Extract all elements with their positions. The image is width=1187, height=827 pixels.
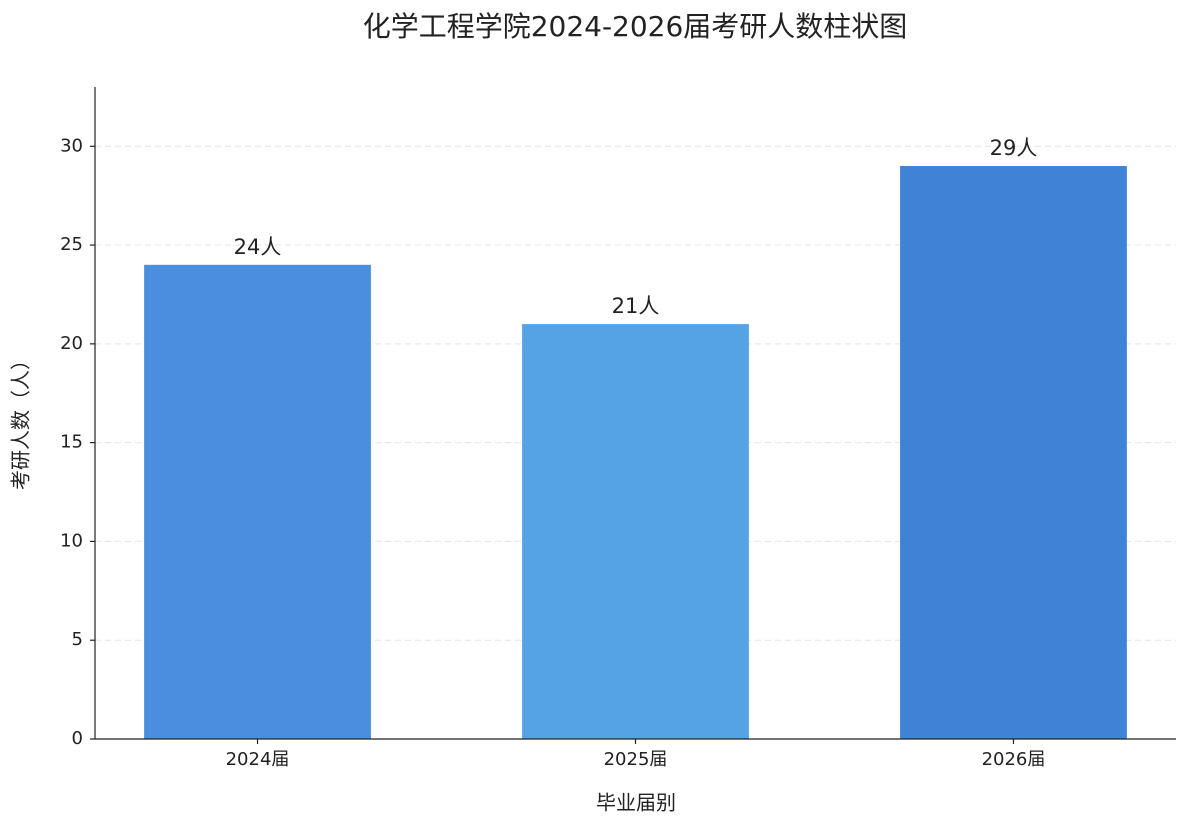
y-tick-label: 25 xyxy=(60,234,83,255)
value-label: 29人 xyxy=(990,136,1038,160)
value-label: 24人 xyxy=(234,235,282,259)
bar xyxy=(144,264,371,739)
y-tick-label: 30 xyxy=(60,135,83,156)
value-label: 21人 xyxy=(612,294,660,318)
y-tick-label: 15 xyxy=(60,432,83,453)
y-tick-label: 0 xyxy=(72,728,83,749)
x-tick-label: 2025届 xyxy=(604,749,668,770)
x-axis-title: 毕业届别 xyxy=(596,791,676,815)
y-tick-label: 20 xyxy=(60,333,83,354)
x-tick-label: 2024届 xyxy=(226,749,290,770)
y-tick-label: 5 xyxy=(72,629,83,650)
x-tick-label: 2026届 xyxy=(982,749,1046,770)
bar xyxy=(900,166,1127,740)
y-axis-title: 考研人数（人） xyxy=(9,350,33,490)
chart-title: 化学工程学院2024-2026届考研人数柱状图 xyxy=(363,10,908,43)
y-tick-label: 10 xyxy=(60,530,83,551)
bar xyxy=(522,324,749,739)
